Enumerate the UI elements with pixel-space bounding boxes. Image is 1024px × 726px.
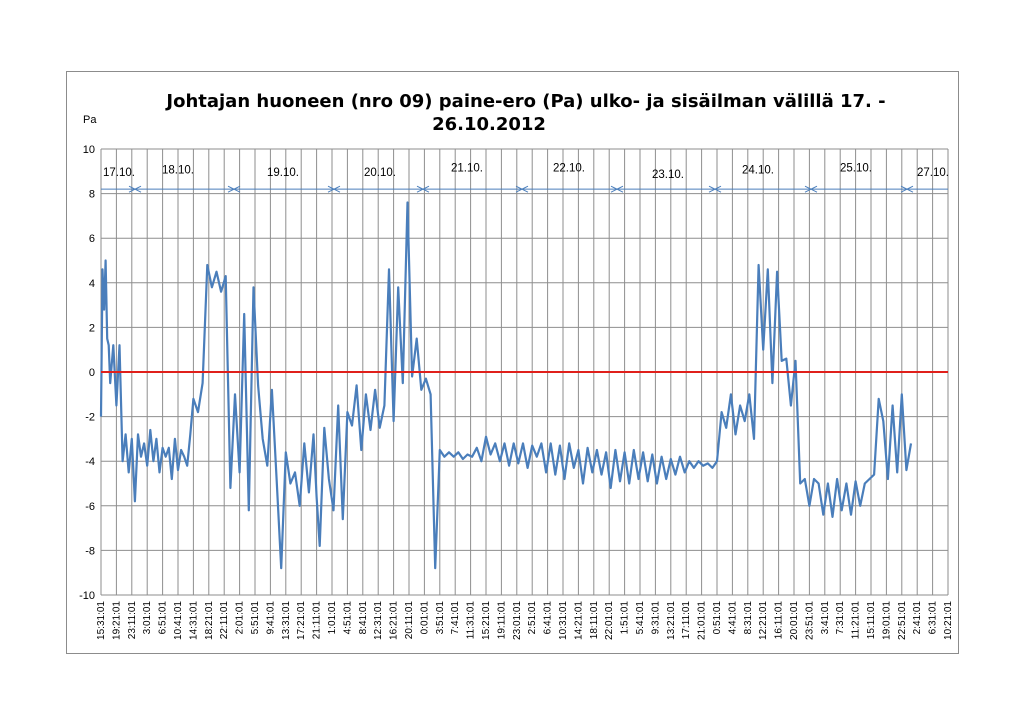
x-tick-label-21: 0:01:01 [419, 601, 430, 635]
x-tick-label-44: 16:11:01 [774, 601, 785, 640]
x-tick-label-37: 13:21:01 [666, 601, 677, 640]
x-tick-label-47: 3:41:01 [820, 601, 831, 635]
x-tick-label-49: 11:21:01 [851, 601, 862, 640]
day-label-4: 21.10. [451, 162, 483, 174]
y-tick-label-5: 0 [89, 367, 95, 379]
pressure-chart: Johtajan huoneen (nro 09) paine-ero (Pa)… [79, 91, 954, 640]
day-arrow-head-left-3 [421, 185, 430, 193]
x-tick-label-2: 23:11:01 [127, 601, 138, 640]
series-line [99, 201, 913, 570]
day-label-2: 19.10. [267, 167, 299, 179]
day-annotations: 17.10. 18.10. 19.10. 20.10. 21.10. 22.10. 23.1… [101, 162, 949, 193]
x-tick-label-31: 14:21:01 [573, 601, 584, 640]
x-tick-label-50: 15:11:01 [866, 601, 877, 640]
day-label-8: 25.10. [840, 162, 872, 174]
day-label-3: 20.10. [364, 167, 396, 179]
x-tick-label-18: 12:31:01 [373, 601, 384, 640]
x-tick-label-14: 21:11:01 [312, 601, 323, 640]
day-arrow-head-left-1 [232, 185, 241, 193]
y-tick-labels: -10 -8 -6 -4 -2 0 2 4 6 8 10 [79, 144, 95, 602]
x-tick-label-25: 15:21:01 [481, 601, 492, 640]
x-tick-label-15: 1:01:01 [327, 601, 338, 635]
y-tick-label-7: 4 [89, 278, 95, 290]
x-tick-label-16: 4:51:01 [342, 601, 353, 635]
x-tick-label-28: 2:51:01 [527, 601, 538, 635]
x-tick-labels: 15:31:01 19:21:01 23:11:01 3:01:01 6:51:01 10… [96, 601, 954, 640]
x-tick-label-43: 12:21:01 [758, 601, 769, 640]
day-label-7: 24.10. [742, 165, 774, 177]
x-tick-label-36: 9:31:01 [650, 601, 661, 635]
day-arrow-head-left-0 [133, 185, 142, 193]
x-tick-label-9: 2:01:01 [235, 601, 246, 635]
x-tick-label-20: 20:11:01 [404, 601, 415, 640]
x-tick-label-4: 6:51:01 [158, 601, 169, 635]
x-tick-label-40: 0:51:01 [712, 601, 723, 635]
x-tick-label-0: 15:31:01 [96, 601, 107, 640]
day-arrow-head-left-8 [905, 185, 914, 193]
y-tick-label-8: 6 [89, 233, 95, 245]
x-tick-label-30: 10:31:01 [558, 601, 569, 640]
x-tick-label-33: 22:01:01 [604, 601, 615, 640]
day-arrow-head-left-7 [809, 185, 818, 193]
x-tick-label-7: 18:21:01 [204, 601, 215, 640]
x-tick-label-19: 16:21:01 [389, 601, 400, 640]
x-tick-label-35: 5:41:01 [635, 601, 646, 635]
x-tick-label-3: 3:01:01 [142, 601, 153, 635]
x-tick-label-17: 8:41:01 [358, 601, 369, 635]
x-tick-label-38: 17:11:01 [681, 601, 692, 640]
day-label-5: 22.10. [553, 162, 585, 174]
day-label-0: 17.10. [103, 167, 135, 179]
y-tick-label-10: 10 [83, 144, 95, 156]
x-tick-label-10: 5:51:01 [250, 601, 261, 635]
x-tick-label-46: 23:51:01 [804, 601, 815, 640]
chart-title-line-1: Johtajan huoneen (nro 09) paine-ero (Pa)… [164, 91, 885, 112]
day-label-6: 23.10. [652, 169, 684, 181]
y-axis-label: Pa [83, 114, 97, 126]
x-tick-label-52: 22:51:01 [897, 601, 908, 640]
x-tick-label-26: 19:11:01 [496, 601, 507, 640]
day-arrow-head-left-2 [332, 185, 341, 193]
y-tick-label-9: 8 [89, 189, 95, 201]
x-tick-label-8: 22:11:01 [219, 601, 230, 640]
x-tick-label-34: 1:51:01 [620, 601, 631, 635]
x-tick-label-55: 10:21:01 [943, 601, 954, 640]
x-tick-label-5: 10:41:01 [173, 601, 184, 640]
x-tick-label-24: 11:31:01 [466, 601, 477, 640]
x-tick-label-45: 20:01:01 [789, 601, 800, 640]
x-tick-label-51: 19:01:01 [881, 601, 892, 640]
x-tick-label-32: 18:11:01 [589, 601, 600, 640]
chart-frame: Johtajan huoneen (nro 09) paine-ero (Pa)… [66, 71, 959, 654]
x-tick-label-1: 19:21:01 [111, 601, 122, 640]
day-arrow-head-left-5 [615, 185, 624, 193]
y-tick-label-0: -10 [79, 590, 95, 602]
x-tick-label-39: 21:01:01 [697, 601, 708, 640]
day-arrow-head-left-4 [520, 185, 529, 193]
x-tick-label-48: 7:31:01 [835, 601, 846, 635]
y-tick-label-1: -8 [85, 545, 95, 557]
x-tick-label-53: 2:41:01 [912, 601, 923, 635]
y-tick-label-3: -4 [85, 456, 95, 468]
x-tick-label-13: 17:21:01 [296, 601, 307, 640]
y-tick-label-6: 2 [89, 322, 95, 334]
day-label-9: 27.10. [917, 167, 949, 179]
series-layer [99, 201, 913, 570]
x-tick-label-29: 6:41:01 [543, 601, 554, 635]
x-tick-label-41: 4:41:01 [727, 601, 738, 635]
x-tick-label-6: 14:31:01 [188, 601, 199, 640]
x-tick-label-42: 8:31:01 [743, 601, 754, 635]
x-tick-label-54: 6:31:01 [928, 601, 939, 635]
day-arrow-head-left-6 [713, 185, 722, 193]
x-tick-label-23: 7:41:01 [450, 601, 461, 635]
x-tick-label-12: 13:31:01 [281, 601, 292, 640]
x-tick-label-22: 3:51:01 [435, 601, 446, 635]
y-tick-label-4: -2 [85, 412, 95, 424]
x-tick-label-11: 9:41:01 [265, 601, 276, 635]
y-tick-label-2: -6 [85, 501, 95, 513]
chart-title-line-2: 26.10.2012 [432, 114, 546, 135]
day-label-1: 18.10. [162, 165, 194, 177]
x-tick-label-27: 23:01:01 [512, 601, 523, 640]
